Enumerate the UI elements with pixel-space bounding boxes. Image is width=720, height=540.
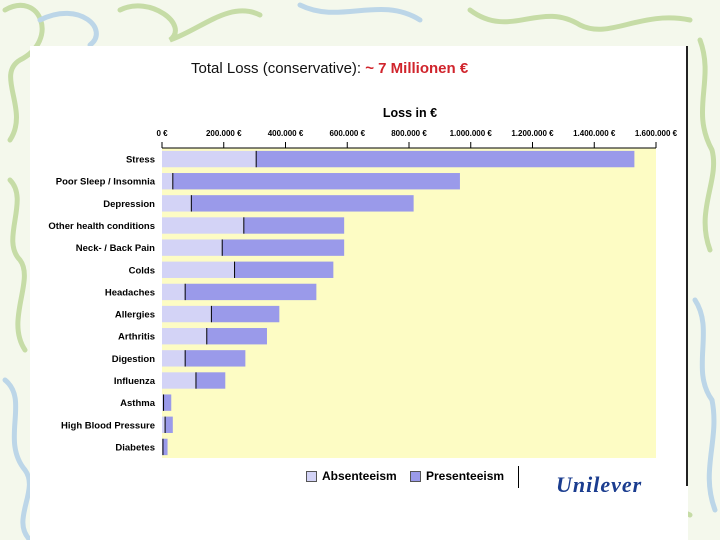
- y-category-label: Arthritis: [118, 332, 155, 343]
- bar-segment-presenteeism: [256, 150, 635, 168]
- y-category-label: Colds: [129, 265, 155, 276]
- leaf-swirl-decoration: [467, 7, 693, 32]
- legend-item-absenteeism: Absenteeism: [306, 469, 397, 483]
- bar-segment-presenteeism: [172, 173, 460, 190]
- bar-segment-presenteeism: [162, 438, 168, 456]
- bar-segment-presenteeism: [234, 261, 334, 278]
- slide-right-rule: [686, 46, 688, 486]
- y-category-label: High Blood Pressure: [61, 420, 155, 431]
- bar-segment-presenteeism: [206, 328, 267, 345]
- legend-swatch-absenteeism: [306, 470, 317, 482]
- leaf-swirl-decoration: [697, 37, 717, 253]
- bar-segment-absenteeism: [162, 328, 207, 345]
- bar-segment-presenteeism: [191, 195, 414, 212]
- bar-segment-presenteeism: [243, 217, 345, 234]
- bar-segment-absenteeism: [162, 350, 186, 367]
- headline-prefix: Total Loss (conservative):: [191, 60, 362, 77]
- legend-divider: [518, 466, 519, 488]
- bar-segment-presenteeism: [165, 416, 173, 433]
- y-category-label: Headaches: [105, 287, 155, 298]
- bar-segment-absenteeism: [162, 283, 186, 301]
- x-tick-label: 1.000.000 €: [450, 129, 493, 138]
- x-tick-label: 1.200.000 €: [511, 129, 554, 138]
- y-category-label: Other health conditions: [48, 221, 155, 232]
- legend-swatch-presenteeism: [410, 470, 421, 482]
- leaf-swirl-decoration: [7, 177, 28, 353]
- y-category-label: Asthma: [120, 398, 156, 409]
- company-logo: Unilever: [556, 472, 643, 497]
- y-category-label: Stress: [126, 155, 155, 166]
- legend-label-absenteeism: Absenteeism: [322, 469, 397, 483]
- bar-segment-presenteeism: [195, 372, 226, 389]
- y-category-label: Digestion: [112, 354, 155, 365]
- bar-segment-presenteeism: [163, 394, 172, 411]
- x-tick-label: 0 €: [156, 129, 168, 138]
- bar-segment-absenteeism: [162, 394, 164, 411]
- y-category-label: Diabetes: [115, 442, 155, 453]
- legend-item-presenteeism: Presenteeism: [410, 469, 504, 483]
- chart-legend: Absenteeism Presenteeism: [300, 466, 520, 488]
- y-category-label: Neck- / Back Pain: [76, 243, 155, 254]
- chart-title: Loss in €: [383, 106, 437, 120]
- bar-segment-presenteeism: [185, 283, 317, 301]
- y-category-label: Poor Sleep / Insomnia: [56, 177, 156, 188]
- bar-segment-absenteeism: [162, 239, 223, 256]
- y-category-label: Influenza: [114, 376, 156, 387]
- y-category-label: Allergies: [115, 310, 155, 321]
- plot-area: [162, 148, 656, 458]
- slide-headline: Total Loss (conservative): ~ 7 Millionen…: [191, 60, 468, 77]
- bar-segment-absenteeism: [162, 173, 173, 190]
- bar-segment-absenteeism: [162, 217, 244, 234]
- leaf-swirl-decoration: [692, 297, 718, 513]
- x-tick-label: 800.000 €: [391, 129, 427, 138]
- y-category-label: Depression: [103, 199, 155, 210]
- bar-segment-absenteeism: [162, 261, 235, 278]
- leaf-swirl-decoration: [297, 2, 423, 23]
- leaf-swirl-decoration: [2, 377, 33, 540]
- x-tick-label: 1.600.000 €: [635, 129, 678, 138]
- leaf-swirl-decoration: [37, 10, 99, 48]
- bar-segment-presenteeism: [222, 239, 345, 256]
- leaf-swirl-decoration: [2, 2, 45, 143]
- leaf-swirl-decoration: [117, 3, 263, 43]
- x-tick-label: 600.000 €: [329, 129, 365, 138]
- x-tick-label: 400.000 €: [268, 129, 304, 138]
- x-tick-label: 200.000 €: [206, 129, 242, 138]
- bar-segment-absenteeism: [162, 372, 196, 389]
- bar-segment-absenteeism: [162, 195, 192, 212]
- legend-label-presenteeism: Presenteeism: [426, 469, 505, 483]
- bar-segment-absenteeism: [162, 305, 212, 323]
- bar-segment-presenteeism: [211, 305, 280, 323]
- bar-segment-presenteeism: [185, 350, 246, 367]
- x-tick-label: 1.400.000 €: [573, 129, 616, 138]
- bar-segment-absenteeism: [162, 416, 166, 433]
- bar-segment-absenteeism: [162, 150, 257, 168]
- headline-total-loss: ~ 7 Millionen €: [365, 60, 469, 77]
